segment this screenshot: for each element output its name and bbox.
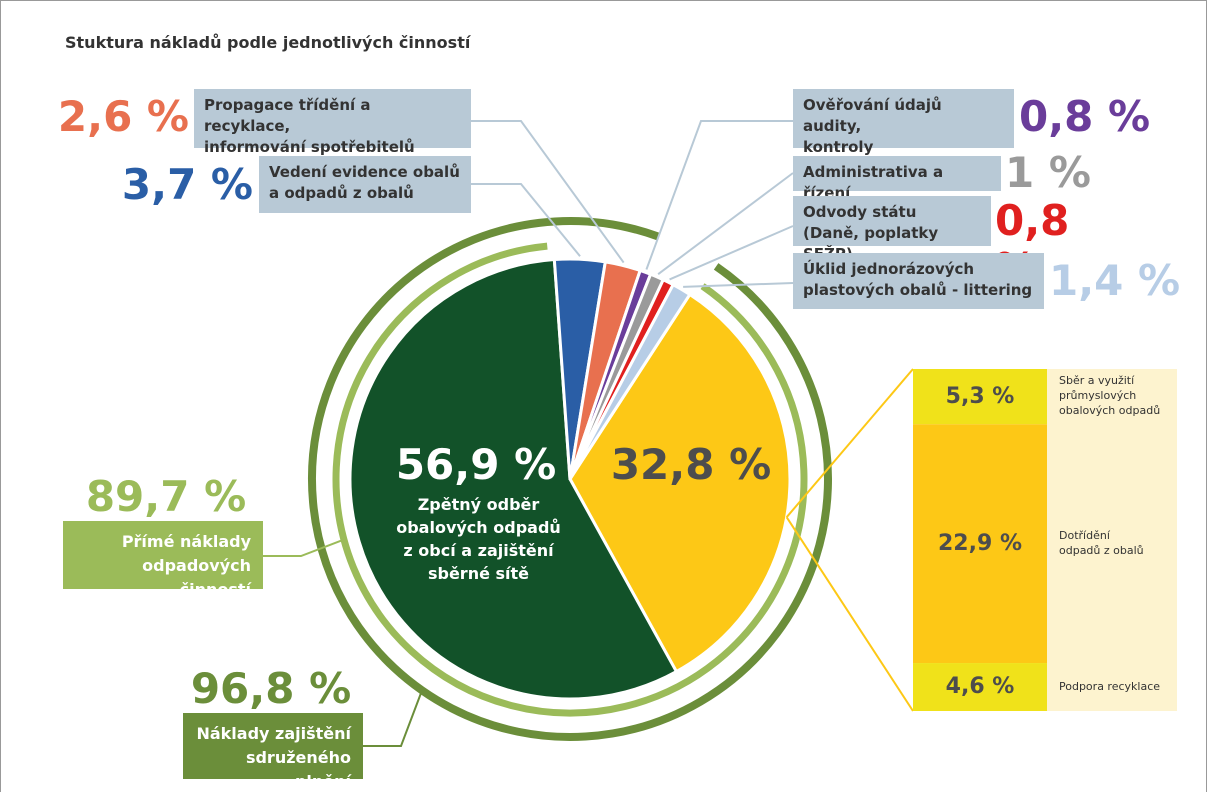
breakdown-label: Podpora recyklace (1059, 680, 1161, 694)
callout-label: Úklid jednorázových plastových obalů - l… (793, 253, 1044, 309)
callout-value: 2,6 % (57, 92, 189, 141)
leader-line (683, 282, 794, 288)
callout-label: Propagace třídění a recyklace, informová… (194, 89, 471, 156)
pie-slice (348, 258, 678, 701)
breakdown-value: 4,6 % (945, 674, 1015, 700)
breakdown-bar (913, 369, 1047, 425)
group-label: Náklady zajištění sdruženého plnění (183, 713, 363, 791)
leader-line (785, 368, 914, 518)
group-value: 96,8 % (190, 664, 352, 713)
group-label: Přímé náklady odpadových činností (63, 521, 263, 599)
callout-label: Odvody státu (Daně, poplatky SFŽP) (793, 196, 991, 263)
callout-label: Vedení evidence obalů a odpadů z obalů (259, 156, 471, 213)
leader-line (645, 120, 793, 270)
callout-value: 1,4 % (1049, 256, 1181, 305)
leader-line (263, 538, 345, 557)
leader-line (785, 516, 914, 712)
group-value: 89,7 % (85, 472, 247, 521)
callout-label: Administrativa a řízení (793, 156, 1001, 202)
slice-label: Zpětný odběr obalových odpadů z obcí a z… (396, 495, 561, 583)
leader-line (669, 225, 794, 281)
callout-value: 1 % (1005, 148, 1091, 197)
group-ring (332, 242, 808, 717)
slice-value: 32,8 % (610, 440, 772, 489)
breakdown-bar (913, 663, 1047, 711)
callout-value: 3,7 % (121, 160, 253, 209)
breakdown-value: 5,3 % (945, 383, 1015, 409)
leader-line (363, 689, 423, 747)
leader-line (657, 172, 794, 275)
leader-line (471, 120, 625, 264)
breakdown-label: Sběr a využití průmyslových obalových od… (1059, 374, 1161, 417)
breakdown-panel (1047, 369, 1177, 711)
breakdown-label: Dotřídění odpadů z obalů (1059, 528, 1144, 557)
callout-label: Ověřování údajů audity, kontroly (793, 89, 1014, 156)
leader-line (471, 183, 581, 257)
callout-value: 0,8 % (1019, 92, 1151, 141)
chart-title: Stuktura nákladů podle jednotlivých činn… (65, 33, 471, 52)
group-ring (308, 217, 832, 741)
breakdown-value: 22,9 % (938, 530, 1022, 556)
pie-slice (568, 283, 692, 481)
breakdown-bar (913, 424, 1047, 664)
slice-value: 56,9 % (395, 440, 557, 489)
